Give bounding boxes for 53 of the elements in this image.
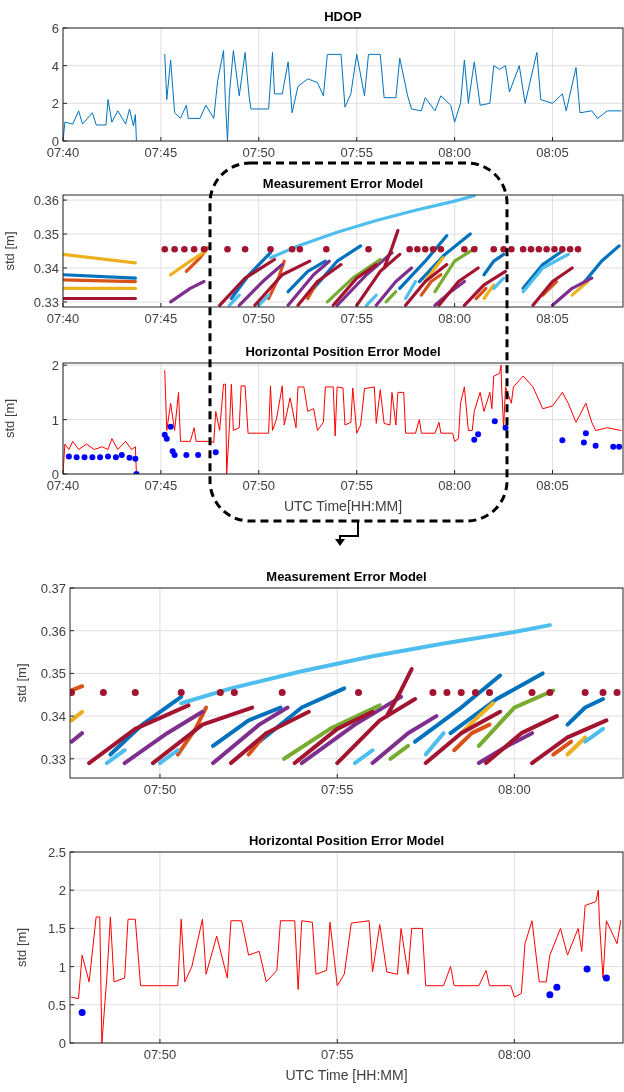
y-tick-label: 0.33 [33,294,59,310]
y-axis-title: std [m] [2,231,17,271]
y-tick-label: 0.35 [33,227,59,243]
x-tick-label: 08:00 [498,1047,531,1062]
x-tick-label: 07:55 [320,782,354,797]
x-tick-label: 07:55 [340,145,374,160]
x-tick-label: 07:45 [144,145,178,160]
x-tick-label: 08:00 [438,478,471,493]
chart-title: HDOP [324,9,363,24]
x-tick-label: 07:50 [242,311,276,326]
y-tick-label: 2.5 [47,845,66,860]
x-tick-label: 07:50 [242,478,276,493]
y-tick-label: 0.34 [33,260,59,276]
y-tick-label: 2 [58,883,66,899]
x-tick-label: 07:55 [340,478,374,493]
y-tick-label: 2 [51,96,59,112]
y-tick-label: 0.33 [40,751,66,767]
y-axis-title: std [m] [2,398,17,439]
y-tick-label: 2 [51,358,59,374]
y-tick-label: 0.36 [33,193,59,209]
y-tick-label: 1 [51,412,59,428]
y-tick-label: 0.35 [40,666,66,682]
y-tick-label: 4 [51,58,59,74]
y-tick-label: 1.5 [47,921,66,937]
x-tick-label: 07:50 [143,1047,177,1062]
x-tick-label: 07:40 [46,311,80,326]
y-tick-label: 0.36 [40,623,66,639]
x-axis-title: UTC Time[HH:MM] [283,498,403,514]
y-tick-label: 0 [58,1036,66,1051]
x-tick-label: 08:00 [438,145,471,160]
chart-title: Horizontal Position Error Model [245,344,441,359]
y-tick-label: 1 [58,959,66,975]
x-tick-label: 07:50 [143,782,177,797]
x-axis-title: UTC Time [HH:MM] [285,1067,408,1083]
x-tick-label: 07:45 [144,478,178,493]
y-axis-title: std [m] [14,663,29,703]
x-tick-label: 07:45 [144,311,178,326]
x-tick-label: 07:55 [340,311,374,326]
y-axis-title: std [m] [14,927,29,968]
chart-title: Horizontal Position Error Model [248,833,445,848]
chart-title: Measurement Error Model [262,176,424,191]
x-tick-label: 07:50 [242,145,276,160]
x-tick-label: 08:05 [536,311,569,326]
chart-title: Measurement Error Model [266,569,427,584]
y-tick-label: 0.34 [40,709,66,725]
x-tick-label: 08:05 [536,478,569,493]
x-tick-label: 08:05 [536,145,569,160]
x-tick-label: 07:55 [320,1047,354,1062]
x-tick-label: 08:00 [498,782,531,797]
y-tick-label: 6 [51,21,59,36]
y-tick-label: 0.37 [40,581,66,596]
x-tick-label: 08:00 [438,311,471,326]
y-tick-label: 0.5 [47,997,66,1013]
